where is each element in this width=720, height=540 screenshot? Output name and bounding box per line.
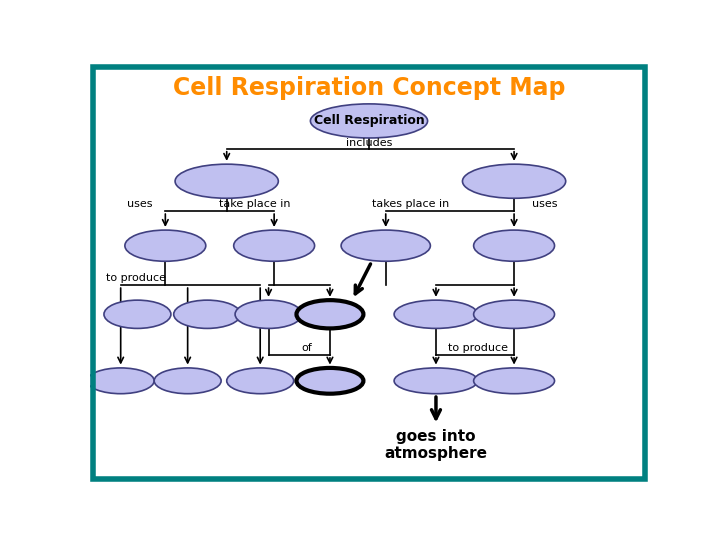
Ellipse shape [87,368,154,394]
Text: includes: includes [346,138,392,148]
Text: take place in: take place in [219,199,290,208]
Ellipse shape [235,300,302,328]
Text: goes into
atmosphere: goes into atmosphere [384,429,487,462]
Ellipse shape [341,230,431,261]
Text: takes place in: takes place in [372,199,449,208]
Ellipse shape [234,230,315,261]
Ellipse shape [174,300,240,328]
Ellipse shape [125,230,206,261]
Ellipse shape [297,368,364,394]
Text: of: of [301,342,312,353]
Text: to produce: to produce [107,273,166,282]
Ellipse shape [394,368,478,394]
Ellipse shape [227,368,294,394]
Text: uses: uses [127,199,153,208]
Ellipse shape [310,104,428,138]
Text: Cell Respiration Concept Map: Cell Respiration Concept Map [173,76,565,100]
Ellipse shape [104,300,171,328]
Ellipse shape [474,300,554,328]
Text: uses: uses [532,199,557,208]
Ellipse shape [474,368,554,394]
Ellipse shape [474,230,554,261]
Text: to produce: to produce [448,342,508,353]
Text: Cell Respiration: Cell Respiration [314,114,424,127]
Ellipse shape [462,164,566,198]
Ellipse shape [394,300,478,328]
Ellipse shape [154,368,221,394]
Ellipse shape [297,300,364,328]
Ellipse shape [175,164,279,198]
